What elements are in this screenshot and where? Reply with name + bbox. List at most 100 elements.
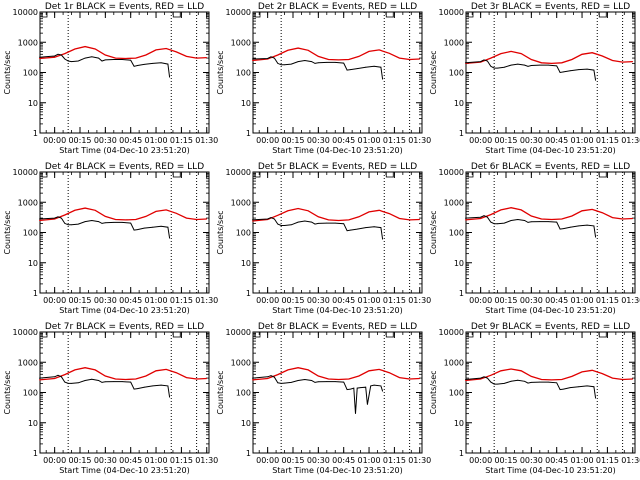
events-point: [274, 57, 275, 59]
state-marker: [254, 11, 261, 18]
y-tick-label: 10: [28, 99, 38, 108]
lld-point: [145, 54, 147, 56]
events-point: [61, 376, 62, 378]
events-point: [252, 58, 253, 60]
events-point: [160, 384, 162, 386]
events-point: [57, 53, 59, 55]
series-lld-line: [465, 207, 633, 221]
events-point: [547, 381, 549, 383]
y-tick-label: 100: [236, 229, 251, 238]
x-tick-label: 01:15: [383, 296, 406, 305]
x-tick-label: 00:45: [119, 136, 142, 145]
events-point: [252, 377, 253, 379]
y-tick-label: 1: [33, 129, 38, 138]
events-point: [556, 65, 558, 67]
events-point: [130, 59, 132, 61]
x-tick-label: 00:15: [494, 296, 517, 305]
panel-det-2: Det 2r BLACK = Events, RED = LLD 1 10 100 10…: [216, 2, 431, 155]
attenuator-marker: [385, 171, 394, 178]
events-point: [317, 381, 319, 383]
events-point: [578, 69, 580, 70]
y-axis-label: Counts/sec: [429, 210, 438, 254]
lld-point: [632, 61, 634, 62]
events-point: [98, 221, 99, 223]
lld-point: [328, 59, 329, 60]
lld-point: [500, 370, 502, 372]
events-point: [547, 221, 549, 223]
lld-point: [520, 53, 522, 54]
lld-point: [84, 46, 86, 47]
lld-point: [399, 377, 400, 378]
y-tick-label: 1: [246, 289, 251, 298]
events-point: [334, 222, 336, 224]
plot-frame: [252, 331, 423, 454]
events-point: [39, 218, 40, 220]
events-point: [64, 58, 66, 60]
x-tick-label: 01:30: [195, 136, 218, 145]
lld-point: [368, 370, 370, 372]
x-tick-label: 00:45: [332, 456, 355, 465]
events-point: [497, 223, 498, 225]
lld-point: [165, 48, 167, 49]
panel-det-8: Det 8r BLACK = Events, RED = LLD 1 10 100 10…: [216, 322, 431, 475]
events-point: [98, 380, 99, 381]
events-point: [382, 390, 383, 392]
events-point: [314, 223, 316, 225]
events-point: [524, 220, 525, 221]
panel-det-6: Det 6r BLACK = Events, RED = LLD 1 10 100 10…: [429, 162, 640, 315]
lld-point: [338, 220, 339, 221]
series-events-line: [465, 59, 597, 81]
lld-point: [64, 214, 66, 216]
y-tick-label: 1: [459, 289, 464, 298]
y-tick-label: 1000: [18, 38, 38, 47]
events-point: [54, 376, 55, 378]
events-point: [91, 220, 93, 221]
lld-point: [39, 379, 40, 381]
x-tick-label: 00:45: [332, 136, 355, 145]
events-point: [380, 385, 382, 387]
events-point: [267, 376, 268, 378]
events-point: [569, 387, 571, 388]
y-tick-label: 100: [23, 69, 38, 78]
series-lld-line: [465, 368, 633, 382]
panel-det-7: Det 7r BLACK = Events, RED = LLD 1 10 100 10…: [3, 322, 218, 475]
lld-point: [252, 220, 253, 222]
x-tick-label: 00:00: [256, 136, 279, 145]
x-tick-label: 00:30: [94, 296, 117, 305]
lld-point: [252, 60, 253, 61]
events-point: [169, 237, 171, 239]
events-point: [270, 217, 272, 219]
x-axis-label: Start Time (04-Dec-10 23:51:20): [59, 466, 190, 475]
x-tick-label: 01:30: [408, 296, 431, 305]
events-point: [524, 64, 525, 66]
y-tick-label: 1: [33, 449, 38, 458]
x-tick-label: 00:30: [94, 456, 117, 465]
events-point: [152, 385, 154, 387]
events-point: [152, 226, 154, 228]
lld-point: [409, 59, 410, 60]
events-point: [530, 382, 532, 383]
x-tick-label: 00:15: [281, 296, 304, 305]
x-tick-label: 00:00: [256, 456, 279, 465]
events-point: [465, 217, 466, 219]
events-point: [71, 383, 72, 384]
lld-point: [561, 379, 563, 380]
events-point: [578, 225, 580, 227]
events-point: [483, 59, 485, 61]
lld-point: [135, 219, 137, 220]
lld-point: [338, 379, 339, 380]
lld-point: [206, 378, 208, 379]
y-tick-label: 10: [241, 99, 251, 108]
events-point: [270, 375, 272, 377]
events-point: [130, 381, 132, 383]
lld-point: [622, 218, 623, 220]
lld-point: [378, 49, 380, 51]
lld-point: [632, 218, 634, 219]
series-lld-line: [39, 207, 207, 222]
events-point: [252, 219, 253, 221]
events-point: [77, 60, 79, 62]
lld-point: [500, 53, 502, 54]
y-tick-label: 10: [454, 419, 464, 428]
lld-point: [530, 59, 532, 60]
events-point: [527, 65, 529, 67]
